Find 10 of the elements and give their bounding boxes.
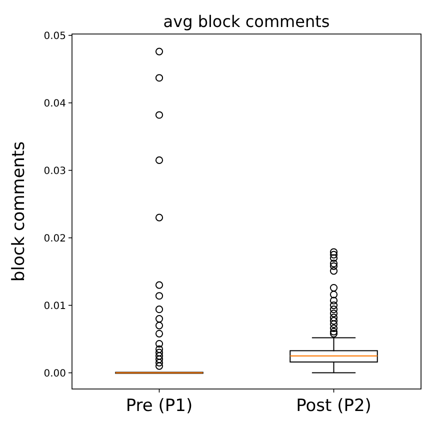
x-tick-label: Pre (P1): [126, 396, 193, 416]
y-tick-label: 0.04: [44, 98, 66, 110]
chart-title: avg block comments: [163, 12, 330, 31]
y-tick-label: 0.02: [44, 233, 66, 244]
y-axis-title: block comments: [9, 141, 29, 282]
y-tick-label: 0.01: [44, 300, 66, 312]
y-tick-label: 0.05: [44, 30, 66, 42]
y-tick-label: 0.00: [44, 368, 66, 380]
x-tick-label: Post (P2): [296, 396, 372, 416]
y-tick-label: 0.03: [44, 166, 66, 177]
